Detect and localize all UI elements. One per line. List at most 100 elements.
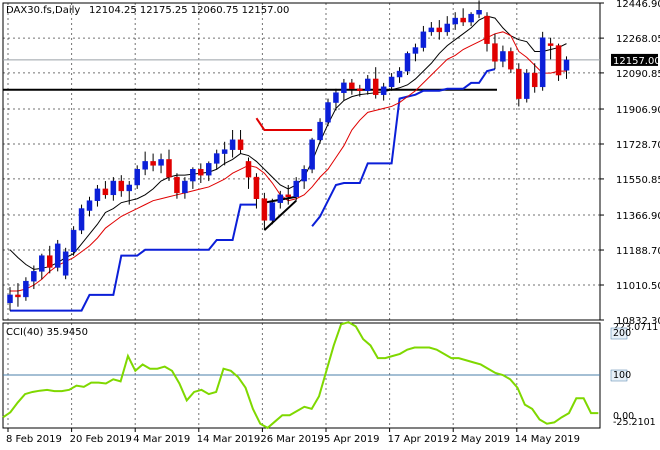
cci-axis-label: 200 [613,328,631,339]
candle-body [380,86,387,95]
candle [333,88,339,111]
main-frame [2,2,601,321]
candle [7,287,13,311]
candle-body [198,169,204,176]
candle-body [404,53,411,72]
candle-body [39,255,45,272]
candle-body [563,59,570,71]
support-stop-line [311,68,496,227]
ohlc-header: 12104.25 12175.25 12060.75 12157.00 [89,5,289,16]
candle-body [309,139,315,170]
candle-body [396,70,403,78]
date-tick-label: 14 Mar 2019 [197,434,260,445]
candle-body [23,280,29,298]
candle [555,43,562,81]
candle-body [452,17,458,25]
moving-average-line [10,31,567,292]
candle-body [31,271,37,282]
candle-body [372,78,379,95]
price-tick-label: 12090.85 [616,69,660,80]
date-tick-label: 8 Feb 2019 [6,434,62,445]
candle-body [86,200,93,211]
candle-body [269,202,276,221]
moving-average-line [9,15,567,270]
candle [86,196,93,217]
candle-body [531,72,538,88]
candle-body [365,78,371,91]
last-price-badge: 12157.00 [611,53,660,67]
candle [198,163,204,184]
candle [484,12,490,52]
candles [7,0,570,311]
candle-body [213,153,220,164]
cci-indicator [2,321,600,430]
candle-body [134,169,140,186]
candle [221,141,228,166]
candle [47,245,53,274]
candle [492,33,498,70]
candle [524,69,530,103]
candle [460,8,466,26]
candle-body [492,43,498,62]
candle-body [47,255,53,268]
candle-body [285,194,291,198]
candle [237,130,244,154]
candle-body [142,161,148,170]
candle-body [468,13,474,23]
candle-body [150,161,156,166]
trendline [263,199,297,231]
price-tick-label: 11366.90 [616,211,660,222]
support-stop-line [10,203,257,312]
candle [39,253,45,280]
candle-body [277,194,284,203]
candle [174,173,180,199]
cci-line [2,321,599,430]
candle-body [102,188,109,196]
price-tick-label: 11010.50 [616,281,660,292]
candle [15,283,21,307]
candle [134,165,140,189]
price-tick-label: 11728.70 [616,140,660,151]
candle [182,177,188,199]
cci-level-box [610,327,628,340]
cci-level-box [610,369,628,382]
date-tick-label: 5 Apr 2019 [324,434,379,445]
last-price-badge-bg [611,53,658,66]
candle-body [126,184,132,192]
chart-labels: DAX30.fs,Daily 12104.25 12175.25 12060.7… [6,5,289,338]
candle-body [94,188,101,201]
axes: 12446.90 12268.05 12090.85 11906.90 11728.70… [6,0,660,445]
candle-body [166,159,172,178]
candle-body [54,243,61,268]
candle-body [261,198,268,221]
candle [206,161,212,182]
symbol-header: DAX30.fs,Daily [6,5,80,16]
candle-body [420,31,427,48]
candle [436,20,443,40]
candle [539,31,546,91]
price-tick-label: 12268.05 [616,34,660,45]
candle-body [110,180,117,196]
candle-body [78,208,85,231]
candle-body [293,180,299,198]
candle [94,184,101,207]
candle-body [15,294,21,298]
price-tick-label: 12446.90 [616,0,660,10]
candle [150,153,156,172]
candle [110,177,117,201]
date-tick-label: 4 Mar 2019 [133,434,190,445]
candle-body [357,88,363,91]
candle-body [484,15,490,44]
candle-body [158,159,164,166]
candle [158,153,164,174]
candle [126,181,132,205]
price-tick-label: 11188.70 [616,246,660,257]
candle-body [460,17,466,23]
candle [412,43,419,62]
candle [309,137,315,174]
stop-levels [10,68,496,312]
candle-body [7,294,13,304]
candle-body [221,149,228,154]
cci-header: CCI(40) 35.9450 [6,327,88,338]
